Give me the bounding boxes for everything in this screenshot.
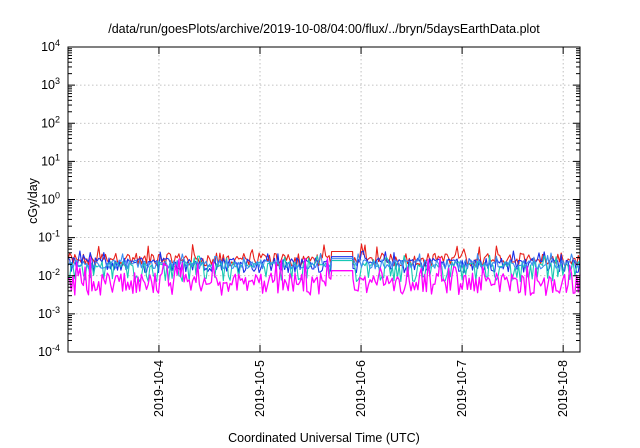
y-tick-label: 10-1 <box>38 229 60 245</box>
y-tick-label: 10-2 <box>38 267 60 283</box>
y-tick-label: 102 <box>41 114 60 130</box>
y-tick-label: 104 <box>41 38 60 54</box>
x-axis-label: Coordinated Universal Time (UTC) <box>228 431 420 445</box>
axis-ticks: 10-4 10-3 10-2 10-1 100 101 102 103 104 2019-10-4… <box>38 38 580 417</box>
y-tick-label: 10-3 <box>38 305 60 321</box>
y-tick-label: 101 <box>41 152 60 168</box>
x-tick-label: 2019-10-7 <box>455 360 469 417</box>
chart-title: /data/run/goesPlots/archive/2019-10-08/0… <box>108 22 540 36</box>
x-tick-label: 2019-10-6 <box>354 360 368 417</box>
y-tick-label: 10-4 <box>38 343 60 359</box>
x-tick-label: 2019-10-4 <box>152 360 166 417</box>
series-line-5 <box>67 257 581 296</box>
y-tick-label: 100 <box>41 191 60 207</box>
x-tick-label: 2019-10-8 <box>556 360 570 417</box>
plot-series <box>67 243 581 296</box>
y-tick-label: 103 <box>41 76 60 92</box>
y-axis-label: cGy/day <box>26 177 40 224</box>
x-tick-label: 2019-10-5 <box>253 360 267 417</box>
series-line-4 <box>67 252 581 270</box>
grid-lines <box>68 47 580 352</box>
